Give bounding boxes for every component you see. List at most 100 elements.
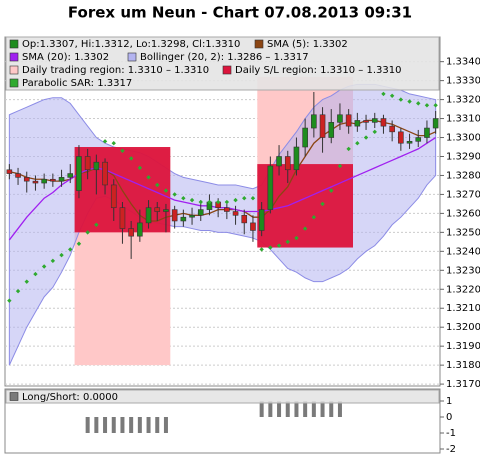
- candle-body: [102, 161, 108, 186]
- legend-label: SMA (20): 1.3302: [22, 52, 109, 63]
- sar-dot: [250, 196, 256, 201]
- candle-body: [224, 207, 230, 212]
- bar: [311, 401, 316, 417]
- legend: Op:1.3307, Hi:1.3312, Lo:1.3298, Cl:1.33…: [5, 36, 440, 91]
- candle-body: [319, 114, 326, 138]
- main-plot: 1.3170 1.3180 1.3190 1.3200 1.3210 1.3220 1.32…: [5, 57, 480, 390]
- candle-body: [50, 178, 56, 182]
- y-tick-label: 1.3260: [446, 208, 480, 219]
- sar-dot: [59, 252, 64, 258]
- bar: [103, 417, 108, 433]
- sar-dot: [15, 288, 21, 294]
- y-tick-label: 1.3170: [446, 379, 480, 390]
- bar: [285, 401, 290, 417]
- legend-swatch: [254, 39, 264, 49]
- sar-dot: [337, 163, 343, 169]
- bar: [129, 417, 134, 433]
- y-tick-label: 1.3220: [446, 284, 480, 295]
- candle-body: [145, 207, 152, 224]
- y-tick-label: 1.3290: [446, 151, 480, 162]
- sar-dot: [146, 175, 151, 180]
- bar: [294, 401, 299, 417]
- candle-body: [93, 161, 100, 171]
- legend-label: Op:1.3307, Hi:1.3312, Lo:1.3298, Cl:1.33…: [22, 39, 240, 50]
- candle-body: [311, 114, 317, 129]
- sar-dot: [155, 182, 160, 188]
- candle-body: [380, 118, 387, 127]
- sar-dot: [311, 214, 317, 220]
- y-tick-label: 1.3280: [446, 170, 480, 181]
- y-tick-label: 0: [446, 412, 452, 423]
- sar-dot: [355, 141, 360, 146]
- candle-body: [76, 156, 82, 191]
- candle-body: [32, 180, 39, 184]
- bar: [320, 401, 325, 417]
- sar-dot: [372, 129, 377, 135]
- legend-swatch: [9, 65, 19, 75]
- chart-title: Forex um Neun - Chart 07.08.2013 09:31: [68, 4, 412, 22]
- legend-label: Bollinger (20, 2): 1.3286 – 1.3317: [140, 52, 309, 63]
- legend-swatch: [9, 392, 19, 401]
- bar: [268, 401, 273, 417]
- sar-dot: [33, 271, 38, 277]
- bar: [259, 401, 264, 417]
- sar-dot: [120, 148, 125, 154]
- candle-body: [406, 141, 413, 144]
- sar-dot: [233, 197, 238, 203]
- sar-dot: [416, 101, 421, 106]
- sar-dot: [294, 235, 299, 241]
- sar-dot: [41, 264, 47, 269]
- legend-swatch: [9, 39, 19, 49]
- indicator-plot: 1 0 -1 -2 Long/Short: 0.0000: [5, 389, 456, 455]
- candle-body: [432, 118, 439, 129]
- bar: [120, 417, 125, 433]
- legend-label: Long/Short: 0.0000: [22, 392, 118, 403]
- legend-box: [5, 36, 440, 91]
- sar-dot: [407, 99, 412, 104]
- sar-dot: [424, 103, 430, 108]
- y-tick-label: 1: [446, 396, 452, 407]
- candle-body: [180, 216, 187, 222]
- candle-body: [154, 207, 161, 212]
- sar-dot: [381, 91, 386, 97]
- bar: [111, 417, 116, 433]
- sar-dot: [189, 197, 195, 203]
- sar-dot: [94, 222, 99, 227]
- bar: [94, 417, 99, 433]
- candle-body: [6, 169, 13, 174]
- sar-dot: [207, 199, 212, 205]
- candle-body: [171, 209, 178, 222]
- sar-dot: [7, 298, 12, 303]
- candle-body: [328, 122, 335, 138]
- y-tick-label: 1.3210: [446, 303, 480, 314]
- candle-body: [363, 120, 369, 123]
- sar-dot: [68, 247, 73, 252]
- y-tick-label: 1.3190: [446, 341, 480, 352]
- sar-dot: [50, 258, 56, 264]
- sar-dot: [76, 241, 82, 246]
- candle-body: [67, 173, 74, 178]
- candle-body: [241, 214, 248, 224]
- candle-body: [84, 156, 91, 171]
- sar-dot: [242, 196, 247, 201]
- sar-dot: [172, 192, 177, 197]
- y-tick-label: 1.3180: [446, 360, 480, 371]
- sar-dot: [363, 135, 369, 140]
- candle-body: [398, 131, 404, 144]
- candle-body: [163, 209, 169, 212]
- candle-body: [137, 222, 143, 237]
- legend-label: Parabolic SAR: 1.3317: [22, 78, 132, 89]
- sar-dot: [85, 230, 90, 235]
- sar-dot: [181, 196, 186, 201]
- sar-dot: [433, 103, 438, 108]
- candle-body: [424, 127, 430, 138]
- bar: [163, 417, 168, 433]
- candle-body: [189, 214, 195, 218]
- sar-dot: [24, 279, 29, 284]
- sar-dot: [102, 139, 108, 144]
- y-tick-label: 1.3240: [446, 246, 480, 257]
- legend-swatch: [222, 65, 232, 75]
- candle-body: [232, 211, 239, 216]
- candle-body: [41, 178, 47, 184]
- sar-dot: [137, 165, 143, 171]
